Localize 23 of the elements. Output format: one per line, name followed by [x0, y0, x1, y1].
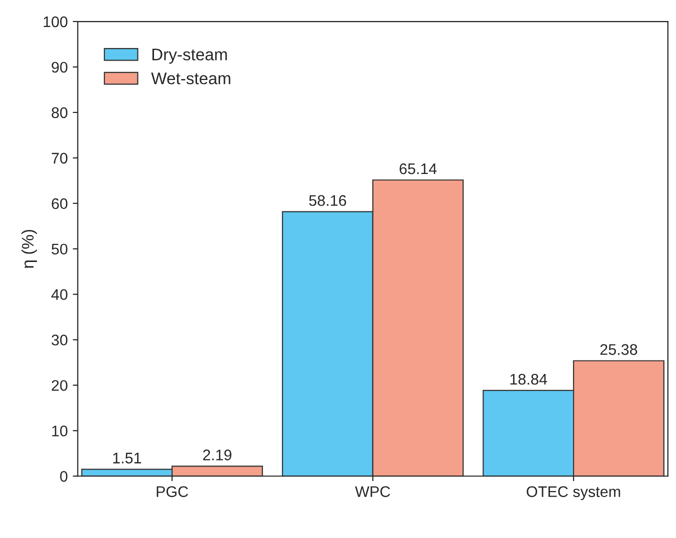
y-tick-label: 50 [52, 244, 68, 255]
data-label: 2.19 [203, 450, 232, 460]
y-tick-label: 20 [52, 380, 68, 391]
y-tick-label: 30 [52, 334, 68, 346]
y-tick-label: 80 [52, 107, 68, 118]
legend-label: Dry-steam [152, 48, 227, 64]
x-tick-label: WPC [355, 486, 390, 498]
y-axis-title: η (%) [21, 230, 37, 268]
data-label: 65.14 [400, 163, 437, 174]
data-label: 25.38 [600, 344, 638, 355]
data-label: 58.16 [309, 195, 346, 206]
x-tick-label: PGC [156, 486, 188, 498]
y-tick-label: 70 [52, 152, 68, 164]
y-tick-label: 40 [51, 289, 68, 300]
y-tick-label: 0 [60, 471, 68, 482]
y-tick-label: 90 [52, 62, 68, 73]
legend-label: Wet-steam [151, 72, 230, 84]
y-tick-label: 60 [52, 198, 68, 210]
x-tick-label: OTEC system [526, 486, 620, 500]
data-label: 1.51 [113, 452, 142, 464]
y-tick-label: 100 [44, 16, 68, 28]
y-tick-label: 10 [52, 426, 68, 436]
data-label: 18.84 [510, 374, 548, 385]
